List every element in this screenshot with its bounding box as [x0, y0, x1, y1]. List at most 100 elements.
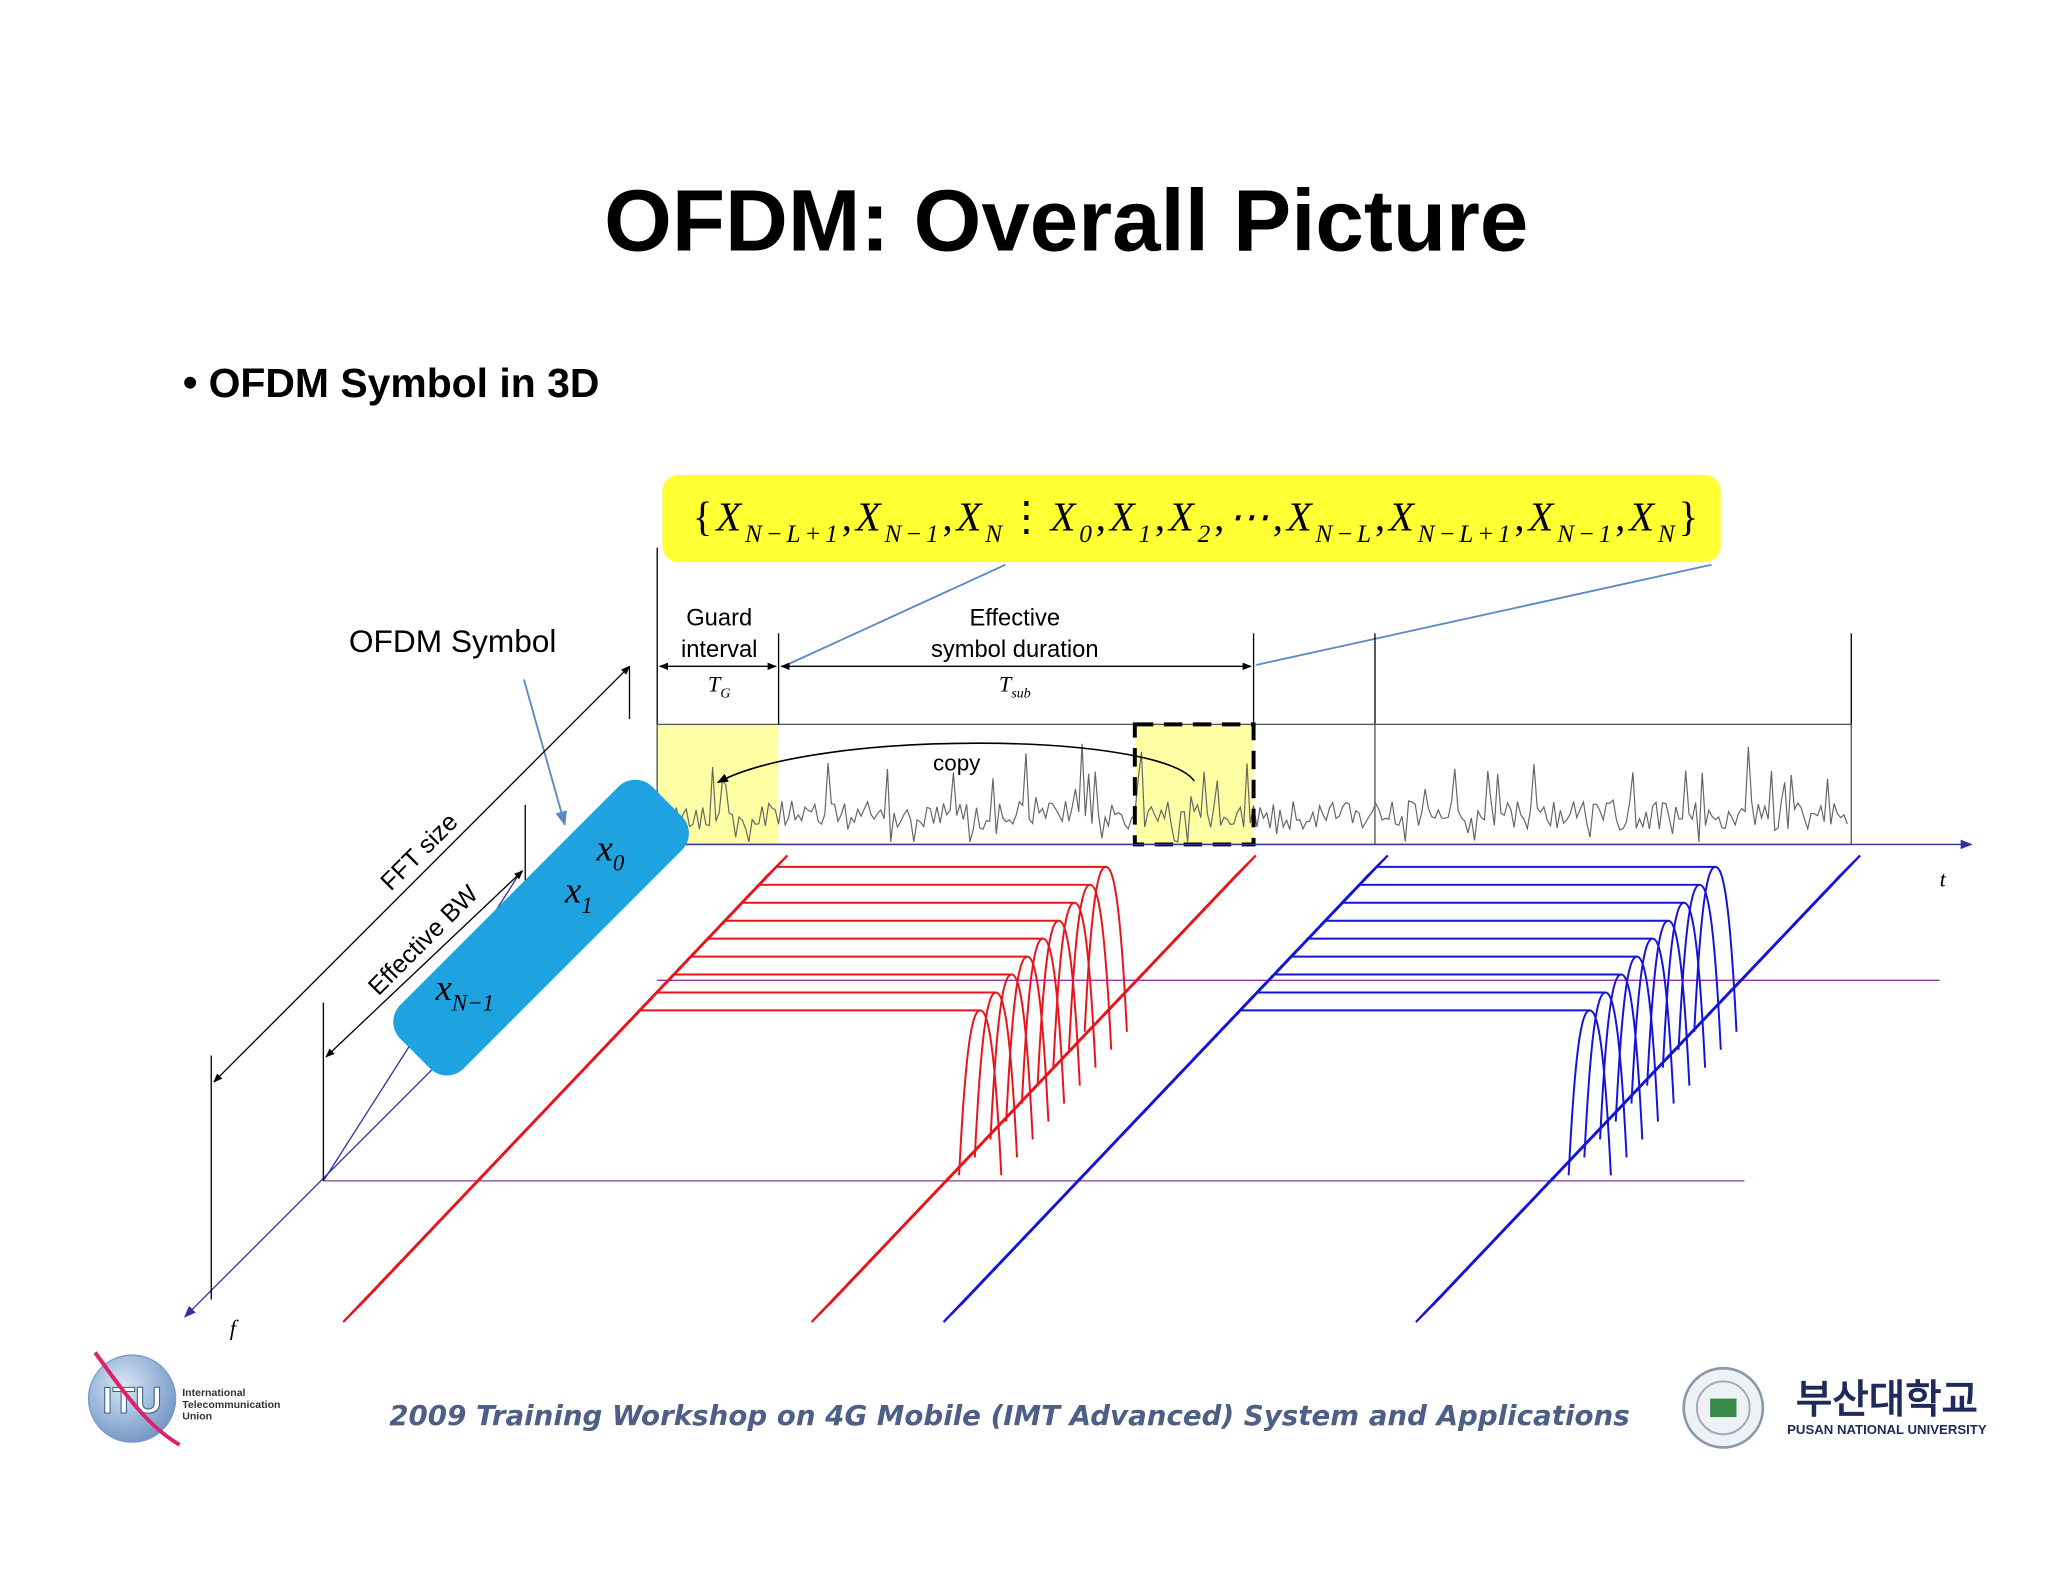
pnu-logo: 부산대학교 PUSAN NATIONAL UNIVERSITY — [1682, 1366, 1987, 1449]
itu-name: Union — [182, 1411, 212, 1423]
math-base: x — [564, 869, 582, 910]
math-symbol: , — [1096, 494, 1106, 539]
math-base: X — [1167, 494, 1196, 539]
math-sub: 1 — [1138, 520, 1151, 548]
math-sub: N — [1657, 520, 1677, 548]
math-base: X — [1049, 494, 1078, 539]
pulse-chain — [343, 868, 775, 1322]
subcarrier-peak — [1599, 973, 1644, 1140]
subcarrier-peak — [1052, 901, 1097, 1068]
subcarrier-peak — [1583, 991, 1628, 1158]
subcarrier-label: xN−1 — [435, 967, 495, 1015]
bullet-text: OFDM Symbol in 3D — [209, 360, 600, 406]
math-symbol: , — [1375, 494, 1385, 539]
bw-arrow — [325, 870, 524, 1058]
math-base: X — [1285, 494, 1314, 539]
subcarrier-peak — [958, 1009, 1003, 1176]
math-sub: N−L — [1315, 520, 1372, 548]
math-base: x — [596, 827, 614, 868]
subcarrier-peak — [1646, 919, 1691, 1086]
subcarrier-peak — [1005, 955, 1050, 1122]
math-sub: 1 — [581, 893, 592, 918]
pnu-english: PUSAN NATIONAL UNIVERSITY — [1787, 1422, 1987, 1437]
subcarrier-box — [393, 779, 689, 1076]
subcarrier-pulses — [342, 854, 1861, 1323]
math-sub: N — [984, 520, 1004, 548]
time-guides — [656, 547, 1852, 845]
subcarrier-peak — [1083, 865, 1128, 1032]
itu-swoosh — [93, 1351, 181, 1447]
math-base: X — [714, 494, 743, 539]
itu-logo: ITU International Telecommunication Unio… — [87, 1351, 280, 1447]
footer-workshop: 2009 Training Workshop on 4G Mobile (IMT… — [389, 1399, 1629, 1432]
pulse-chain — [1416, 868, 1848, 1322]
tg-label: TG — [708, 671, 731, 701]
math-base: ⋯ — [1228, 494, 1269, 539]
math-symbol: , — [1155, 494, 1165, 539]
guard-label: Guard — [686, 605, 752, 631]
pnu-emblem-core — [1710, 1398, 1737, 1418]
subcarrier-peak — [989, 973, 1034, 1140]
subcarrier-peak — [1661, 901, 1707, 1068]
math-sub: 2 — [1198, 520, 1211, 548]
copy-label: copy — [933, 751, 981, 776]
formula: {X N−L+1, X N−1, X N ⋮ X 0, X 1, X 2, ⋯, X N−L, X N−L+1, X… — [693, 494, 1698, 547]
math-base: X — [1387, 494, 1416, 539]
subcarrier-peak — [1677, 883, 1722, 1050]
duration-labels: Guard interval TG Effective symbol durat… — [681, 605, 1099, 701]
subcarrier-peak — [1630, 937, 1675, 1104]
math-base: T — [999, 671, 1013, 696]
math-base: T — [708, 671, 722, 696]
pulse-chain — [811, 868, 1244, 1322]
signal-trace — [659, 743, 1848, 843]
math-base: X — [954, 494, 983, 539]
bandwidth-dimensions — [210, 665, 631, 1300]
pnu-korean: 부산대학교 — [1796, 1377, 1978, 1423]
t-axis-label: t — [1940, 867, 1947, 892]
subcarrier-label: x0 — [596, 827, 625, 875]
ofdm-symbol-label: OFDM Symbol — [349, 623, 557, 659]
fft-label: FFT size — [375, 808, 463, 896]
bullet-dot — [184, 376, 197, 389]
math-base: X — [1526, 494, 1555, 539]
pnu-emblem-ring — [1695, 1380, 1751, 1436]
math-sub: sub — [1011, 687, 1030, 702]
pulse-chain — [943, 868, 1376, 1322]
subcarrier-peak — [1567, 1009, 1612, 1176]
effective-label: Effective — [969, 605, 1060, 631]
slide-title: OFDM: Overall Picture — [604, 173, 1528, 270]
math-sub: G — [720, 687, 730, 702]
subcarrier-peak — [1020, 937, 1066, 1104]
math-sub: N−1 — [1556, 520, 1611, 548]
f-axis-label: f — [230, 1315, 239, 1340]
math-sub: 0 — [613, 851, 625, 876]
math-base: X — [1627, 494, 1656, 539]
signal — [659, 743, 1848, 843]
copy-arrow — [716, 742, 1195, 784]
effective-label: symbol duration — [931, 637, 1099, 663]
tsub-label: Tsub — [999, 671, 1031, 701]
itu-name: Telecommunication — [182, 1399, 280, 1411]
subcarrier-peak — [1068, 883, 1113, 1050]
math-symbol: ⋮ — [1006, 494, 1047, 539]
math-symbol: , — [1514, 494, 1524, 539]
guard-label: interval — [681, 637, 758, 663]
math-base: x — [435, 967, 453, 1008]
formula-box — [662, 474, 1721, 563]
math-base: X — [854, 494, 883, 539]
math-symbol: , — [1615, 494, 1625, 539]
math-base: X — [1108, 494, 1137, 539]
math-symbol: , — [842, 494, 852, 539]
subcarrier-label: x1 — [564, 869, 593, 917]
subcarrier-peak — [1693, 865, 1738, 1032]
math-sub: N−1 — [883, 520, 938, 548]
subcarrier-peak — [1614, 955, 1659, 1122]
itu-name: International — [182, 1387, 245, 1399]
math-symbol: , — [1273, 494, 1283, 539]
math-symbol: , — [942, 494, 952, 539]
math-sub: 0 — [1079, 520, 1092, 548]
pointer-line — [1256, 563, 1712, 666]
math-symbol: } — [1679, 494, 1699, 539]
